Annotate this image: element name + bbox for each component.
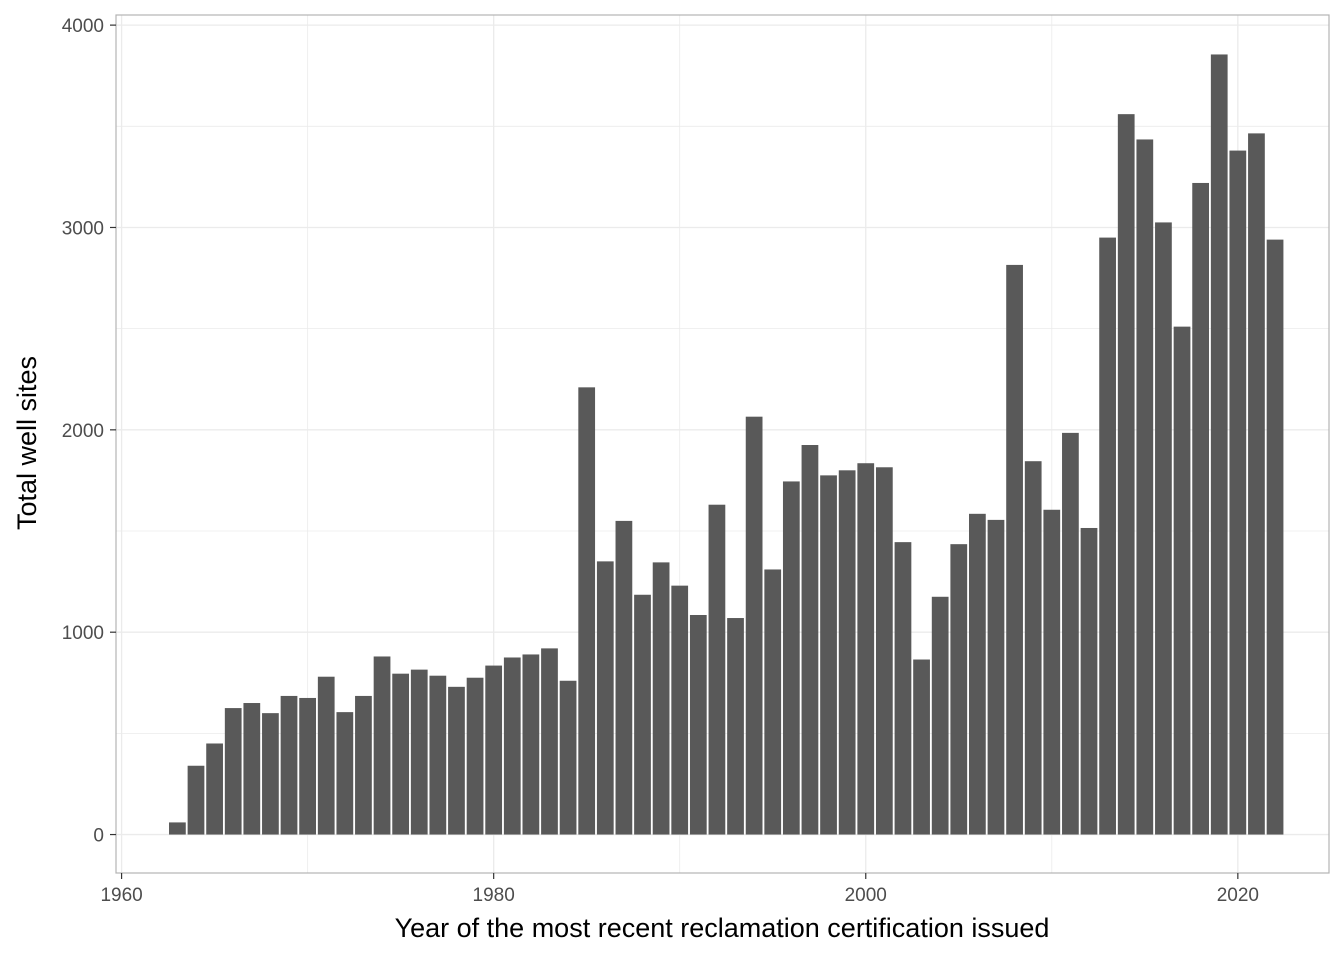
bar-1988 [634, 594, 651, 835]
bar-1983 [541, 648, 558, 835]
bar-2006 [969, 513, 986, 835]
y-tick-label: 1000 [62, 623, 104, 644]
y-tick-label: 0 [93, 826, 104, 847]
bar-2003 [913, 659, 930, 835]
bar-2019 [1210, 54, 1228, 835]
y-axis: 0 1000 2000 3000 4000 [62, 16, 116, 847]
bar-1978 [448, 686, 465, 835]
y-tick-label: 3000 [62, 218, 104, 239]
bar-2000 [857, 463, 875, 835]
bar-1993 [727, 618, 744, 835]
bar-1976 [410, 669, 428, 835]
bar-2009 [1024, 461, 1042, 835]
bar-1997 [801, 445, 819, 835]
bar-1967 [243, 703, 261, 835]
bar-1975 [392, 673, 410, 835]
bar-1969 [280, 695, 298, 835]
y-tick-label: 2000 [62, 421, 104, 442]
x-axis-title: Year of the most recent reclamation cert… [395, 913, 1050, 943]
bar-1991 [689, 614, 707, 835]
bar-1963 [169, 822, 186, 835]
bar-2014 [1117, 114, 1135, 835]
bar-2010 [1043, 509, 1061, 835]
bar-2022 [1266, 239, 1284, 835]
bar-1972 [336, 712, 354, 835]
bar-1965 [206, 743, 223, 835]
panel-border [115, 14, 1330, 874]
bar-1968 [262, 713, 279, 835]
bar-1987 [615, 520, 633, 835]
bar-2008 [1006, 264, 1023, 835]
bar-1980 [485, 665, 503, 835]
x-tick-label: 1960 [100, 885, 142, 906]
bar-1985 [578, 387, 596, 835]
bar-2001 [875, 467, 893, 835]
bar-1992 [708, 504, 726, 835]
bar-2012 [1080, 527, 1098, 835]
bar-1996 [782, 481, 800, 835]
bar-1984 [559, 680, 577, 835]
bar-2013 [1099, 237, 1116, 835]
bar-1990 [671, 585, 689, 835]
bar-2020 [1229, 150, 1247, 835]
bar-2017 [1173, 326, 1191, 835]
x-tick-label: 2000 [845, 885, 887, 906]
x-axis: 1960 1980 2000 2020 [100, 873, 1259, 906]
bar-1989 [652, 562, 670, 835]
bar-2002 [894, 542, 912, 835]
bar-2015 [1136, 139, 1154, 835]
bar-1973 [355, 695, 372, 835]
bars [169, 54, 1284, 835]
bar-1998 [820, 475, 837, 835]
bar-1979 [466, 677, 484, 835]
bar-1964 [187, 765, 205, 835]
y-axis-title: Total well sites [12, 356, 42, 530]
bar-1970 [299, 697, 316, 835]
bar-2021 [1248, 133, 1265, 835]
y-tick-label: 4000 [62, 16, 104, 37]
bar-1974 [373, 656, 391, 835]
bar-2005 [950, 544, 968, 835]
bar-2011 [1062, 432, 1079, 835]
bar-1966 [224, 708, 242, 835]
x-tick-label: 2020 [1217, 885, 1259, 906]
bar-2018 [1192, 182, 1210, 835]
bar-1994 [745, 416, 763, 835]
bar-1977 [429, 675, 447, 835]
bar-1982 [522, 654, 540, 835]
bar-1999 [838, 470, 856, 835]
bar-1986 [596, 561, 614, 835]
bar-2007 [987, 519, 1005, 835]
bar-1995 [764, 569, 782, 835]
bar-2016 [1155, 222, 1172, 835]
bar-1971 [317, 676, 335, 835]
bar-2004 [931, 596, 949, 835]
bar-1981 [503, 657, 521, 835]
x-tick-label: 1980 [473, 885, 515, 906]
